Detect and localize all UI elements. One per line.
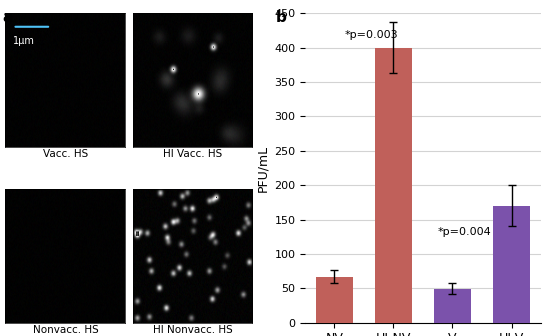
- Text: *p=0.004: *p=0.004: [438, 227, 491, 237]
- X-axis label: Vacc. HS: Vacc. HS: [43, 150, 88, 160]
- Text: a: a: [3, 10, 13, 25]
- Text: b: b: [276, 10, 287, 25]
- Bar: [493, 206, 530, 323]
- X-axis label: HI Nonvacc. HS: HI Nonvacc. HS: [152, 325, 232, 335]
- Bar: [375, 48, 412, 323]
- Bar: [316, 277, 353, 323]
- X-axis label: HI Vacc. HS: HI Vacc. HS: [163, 150, 222, 160]
- X-axis label: Nonvacc. HS: Nonvacc. HS: [33, 325, 98, 335]
- Y-axis label: PFU/mL: PFU/mL: [256, 144, 269, 192]
- Text: 1μm: 1μm: [13, 36, 34, 46]
- Bar: [434, 289, 471, 323]
- Text: *p=0.003: *p=0.003: [345, 30, 399, 40]
